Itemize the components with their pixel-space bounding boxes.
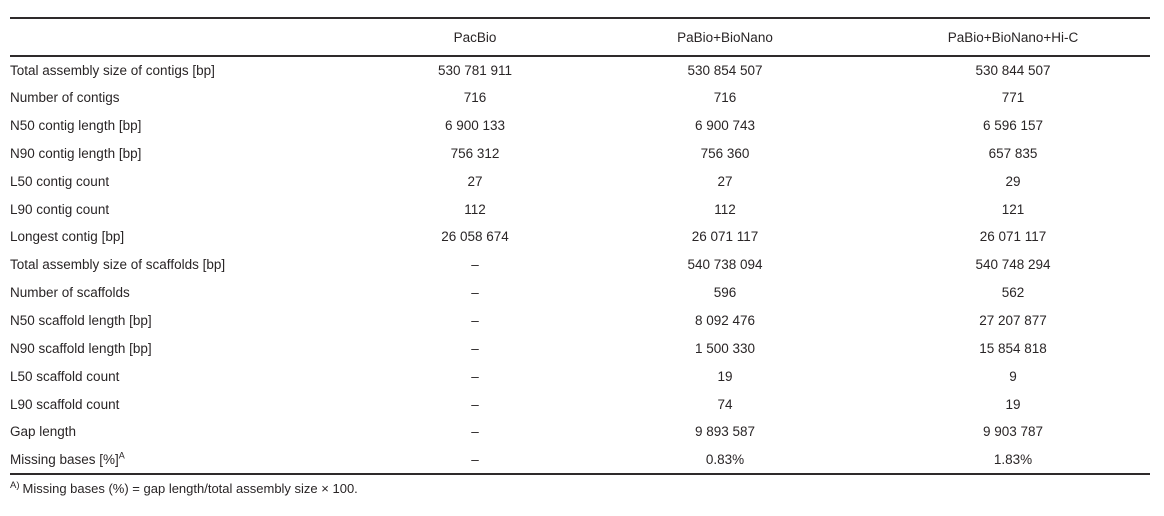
cell-value: 26 071 117 [979, 229, 1047, 245]
cell-value: 596 [713, 285, 737, 301]
cell-value: 27 [717, 173, 733, 189]
row-label: L90 contig count [10, 201, 110, 217]
cell-value: 9 893 587 [694, 424, 756, 440]
row-label: Longest contig [bp] [10, 229, 125, 245]
cell-value: 112 [464, 201, 486, 217]
cell-value: – [471, 285, 479, 301]
column-header-pacbio: PacBio [453, 29, 497, 45]
table-row: L50 contig count 27 27 29 [10, 167, 1150, 195]
column-header-pabio-bionano: PaBio+BioNano [677, 29, 773, 45]
table-row: Number of contigs 716 716 771 [10, 84, 1150, 112]
cell-value: 121 [1001, 201, 1025, 217]
cell-value: 74 [717, 396, 733, 412]
row-label: N50 contig length [bp] [10, 118, 142, 134]
cell-value: – [471, 368, 479, 384]
cell-value: 6 596 157 [982, 118, 1044, 134]
cell-value: – [471, 451, 479, 467]
row-label: L50 scaffold count [10, 368, 120, 384]
table-row: L50 scaffold count – 19 9 [10, 362, 1150, 390]
cell-value: 657 835 [988, 145, 1038, 161]
cell-value: 26 058 674 [441, 229, 509, 245]
cell-value: – [471, 396, 479, 412]
table-row: Gap length – 9 893 587 9 903 787 [10, 418, 1150, 446]
column-header-pabio-bionano-hic: PaBio+BioNano+Hi-C [947, 29, 1079, 45]
table-row: N90 contig length [bp] 756 312 756 360 6… [10, 140, 1150, 168]
table-row: L90 contig count 112 112 121 [10, 195, 1150, 223]
row-label: L90 scaffold count [10, 396, 120, 412]
cell-value: 8 092 476 [694, 313, 756, 329]
row-label: Number of contigs [10, 90, 120, 106]
cell-value: 1.83% [993, 451, 1033, 467]
cell-value: 112 [714, 201, 736, 217]
cell-value: 27 207 877 [979, 313, 1047, 329]
cell-value: 9 [1009, 368, 1017, 384]
cell-value: 562 [1001, 285, 1025, 301]
cell-value: 530 781 911 [437, 62, 513, 78]
table-row: Number of scaffolds – 596 562 [10, 279, 1150, 307]
cell-value: 0.83% [705, 451, 745, 467]
cell-value: 756 312 [450, 145, 500, 161]
cell-value: 716 [713, 90, 737, 106]
table-row: Total assembly size of contigs [bp] 530 … [10, 56, 1150, 84]
cell-value: 19 [717, 368, 733, 384]
cell-value: 6 900 133 [444, 118, 506, 134]
footnote: A) Missing bases (%) = gap length/total a… [10, 479, 358, 496]
cell-value: 19 [1005, 396, 1021, 412]
cell-value: – [471, 313, 479, 329]
cell-value: – [471, 340, 479, 356]
cell-value: 6 900 743 [694, 118, 756, 134]
table-row: N50 contig length [bp] 6 900 133 6 900 7… [10, 112, 1150, 140]
footnote-text: Missing bases (%) = gap length/total ass… [22, 481, 358, 496]
cell-value: 771 [1001, 90, 1025, 106]
cell-value: 540 748 294 [975, 257, 1051, 273]
row-label-superscript: A [118, 450, 125, 461]
cell-value: 29 [1005, 173, 1021, 189]
cell-value: – [471, 424, 479, 440]
table-row: Longest contig [bp] 26 058 674 26 071 11… [10, 223, 1150, 251]
row-label: Missing bases [%]A [10, 446, 376, 474]
cell-value: 716 [463, 90, 487, 106]
cell-value: 26 071 117 [691, 229, 759, 245]
cell-value: 15 854 818 [979, 340, 1047, 356]
cell-value: 1 500 330 [694, 340, 756, 356]
cell-value: 756 360 [700, 145, 750, 161]
footnote-marker: A) [10, 479, 20, 491]
cell-value: 530 844 507 [975, 62, 1051, 78]
table-row: Missing bases [%]A – 0.83% 1.83% [10, 446, 1150, 474]
row-label: Gap length [10, 424, 77, 440]
column-header-empty [10, 18, 376, 56]
cell-value: 530 854 507 [687, 62, 763, 78]
row-label: Total assembly size of scaffolds [bp] [10, 257, 226, 273]
cell-value: 9 903 787 [982, 424, 1044, 440]
row-label: N50 scaffold length [bp] [10, 313, 152, 329]
table-row: Total assembly size of scaffolds [bp] – … [10, 251, 1150, 279]
assembly-statistics-table: PacBio PaBio+BioNano PaBio+BioNano+Hi-C … [10, 17, 1150, 475]
cell-value: – [471, 257, 479, 273]
table-row: N50 scaffold length [bp] – 8 092 476 27 … [10, 307, 1150, 335]
cell-value: 27 [467, 173, 483, 189]
row-label: L50 contig count [10, 173, 110, 189]
row-label: Number of scaffolds [10, 285, 130, 301]
row-label-text: Missing bases [%] [10, 451, 119, 467]
row-label: Total assembly size of contigs [bp] [10, 62, 215, 78]
table-header-row: PacBio PaBio+BioNano PaBio+BioNano+Hi-C [10, 18, 1150, 56]
table-row: N90 scaffold length [bp] – 1 500 330 15 … [10, 334, 1150, 362]
table-row: L90 scaffold count – 74 19 [10, 390, 1150, 418]
row-label: N90 contig length [bp] [10, 145, 142, 161]
cell-value: 540 738 094 [687, 257, 763, 273]
row-label: N90 scaffold length [bp] [10, 340, 152, 356]
